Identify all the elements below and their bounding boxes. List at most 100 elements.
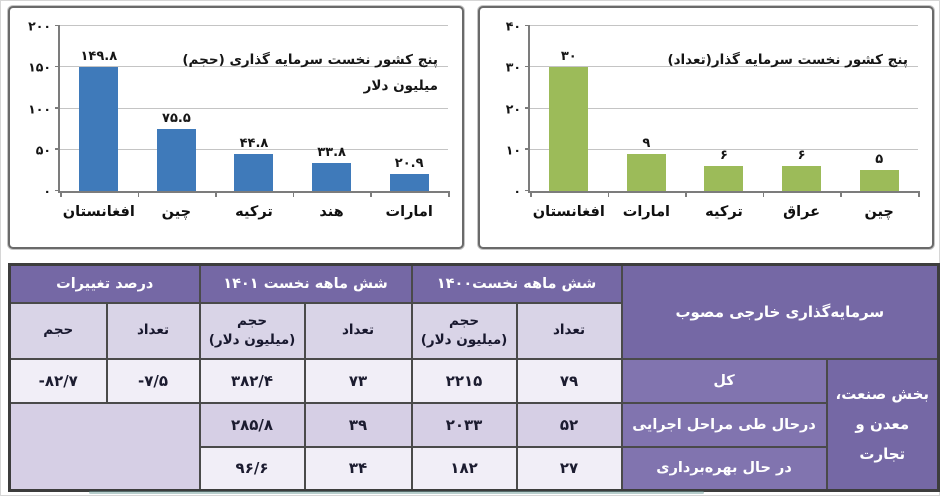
x-category-label: هند: [319, 204, 344, 220]
bar-value-label: ۷۵.۵: [162, 110, 191, 126]
y-tick-label: ۳۰: [505, 59, 521, 75]
x-category-label: عراق: [783, 204, 820, 220]
y-tick-label: ۱۵۰: [28, 59, 51, 75]
table-row-total: بخش صنعت، معدن و تجارت کل ۷۹ ۲۲۱۵ ۷۳ ۳۸۲…: [8, 357, 940, 492]
bar-group-4: ۵ چین: [840, 26, 918, 220]
sector-label-cell: بخش صنعت، معدن و تجارت: [825, 357, 940, 492]
cell-progress-volume-1401: ۲۸۵/۸: [198, 401, 306, 448]
x-tick-mark: [370, 191, 372, 197]
bar-4: [859, 170, 899, 191]
bar-3: [312, 163, 352, 191]
chart-title-line: پنج کشور نخست سرمایه گذاری (حجم): [182, 52, 438, 68]
y-tick-mark: [525, 65, 530, 68]
y-tick-mark: [55, 107, 60, 109]
cell-progress-count-1400: ۵۲: [515, 401, 623, 448]
gridline: [530, 107, 918, 109]
subheader-volume-unit: (میلیون دلار): [420, 331, 508, 348]
gridline: [60, 107, 448, 109]
x-category-label: افغانستان: [62, 204, 135, 220]
x-tick-mark: [530, 191, 532, 197]
count-chart-panel: ۴۰ ۳۰ ۲۰ ۱۰ ۰ ۳۰ افغانستان ۹ امارات ۶ ترکیه ۶ عراق ۵ چ…: [478, 6, 934, 249]
x-tick-mark: [918, 191, 920, 197]
x-category-label: چین: [864, 204, 894, 220]
subheader-count-1401: تعداد: [303, 301, 413, 360]
bar-0: [549, 67, 589, 191]
y-tick-label: ۲۰۰: [28, 18, 51, 34]
gridline: [530, 25, 918, 26]
chart-title-line: پنج کشور نخست سرمایه گذار(تعداد): [667, 52, 908, 68]
x-tick-mark: [448, 191, 450, 197]
gridline: [60, 148, 448, 150]
subheader-volume-1401: حجم (میلیون دلار): [198, 301, 306, 360]
bar-value-label: ۴۴.۸: [239, 136, 269, 152]
bar-group-4: ۲۰.۹ امارات: [370, 26, 448, 220]
investment-table: سرمایه‌گذاری خارجی مصوب شش ماهه نخست۱۴۰۰…: [8, 263, 940, 492]
bar-2: [704, 166, 744, 191]
plot-area: ۴۰ ۳۰ ۲۰ ۱۰ ۰ ۳۰ افغانستان ۹ امارات ۶ ترکیه ۶ عراق ۵ چ…: [506, 19, 920, 220]
bar-group-1: ۹ امارات: [608, 26, 686, 220]
y-tick-label: ۱۰۰: [28, 101, 51, 116]
bar-4: [389, 173, 429, 191]
bar-value-label: ۲۰.۹: [394, 155, 424, 171]
y-tick-mark: [55, 189, 60, 191]
cell-operational-count-1400: ۲۷: [515, 445, 623, 492]
bar-value-label: ۳۰: [560, 49, 577, 65]
x-tick-mark: [762, 191, 765, 197]
bar-2: [234, 154, 274, 191]
table-row-operational: در حال بهره‌برداری ۲۷ ۱۸۲ ۳۴ ۹۶/۶: [10, 445, 939, 492]
subheader-volume-1400: حجم (میلیون دلار): [410, 301, 518, 360]
x-tick-mark: [137, 191, 140, 197]
x-tick-mark: [292, 191, 295, 197]
gridline: [60, 25, 448, 26]
subheader-volume-word: حجم: [449, 312, 480, 329]
bar-3: [782, 166, 822, 191]
y-tick-label: ۴۰: [505, 18, 521, 34]
header-first-half-1400: شش ماهه نخست۱۴۰۰: [410, 263, 623, 304]
x-category-label: ترکیه: [705, 204, 743, 220]
chart-title: پنج کشور نخست سرمایه گذاری (حجم) میلیون د…: [182, 48, 438, 99]
bar-value-label: ۳۳.۸: [317, 145, 346, 161]
header-approved-foreign-investment: سرمایه‌گذاری خارجی مصوب: [620, 263, 940, 360]
gridline: [60, 66, 448, 68]
bar-1: [626, 153, 666, 191]
y-tick-label: ۰: [43, 183, 51, 199]
bar-group-2: ۶ ترکیه: [685, 26, 763, 220]
cell-total-count-change: -۷/۵: [105, 357, 201, 404]
subheader-volume-change: حجم: [8, 301, 108, 360]
cell-total-volume-change: -۸۲/۷: [8, 357, 108, 404]
row-label-total: کل: [620, 357, 828, 404]
bar-value-label: ۶: [797, 148, 806, 164]
cell-operational-volume-1400: ۱۸۲: [410, 445, 518, 492]
bars-container: ۱۴۹.۸ افغانستان ۷۵.۵ چین ۴۴.۸ ترکیه ۳۳.۸ هند ۲۰.…: [60, 26, 448, 220]
gridline: [530, 66, 918, 68]
bar-value-label: ۱۴۹.۸: [80, 49, 118, 65]
bar-group-3: ۶ عراق: [763, 26, 841, 220]
chart-title-line: میلیون دلار: [363, 77, 438, 94]
x-category-label: ترکیه: [235, 204, 273, 220]
y-tick-mark: [525, 189, 530, 191]
bar-value-label: ۹: [642, 135, 651, 151]
chart-title: پنج کشور نخست سرمایه گذار(تعداد): [667, 48, 908, 74]
cell-total-count-1401: ۷۳: [303, 357, 413, 404]
y-tick-label: ۵۰: [35, 142, 51, 158]
header-first-half-1401: شش ماهه نخست ۱۴۰۱: [198, 263, 413, 304]
subheader-count-1400: تعداد: [515, 301, 623, 360]
plot-area: ۲۰۰ ۱۵۰ ۱۰۰ ۵۰ ۰ ۱۴۹.۸ افغانستان ۷۵.۵ چین ۴۴.۸ ترک…: [28, 19, 450, 220]
table-row-in-progress: درحال طی مراحل اجرایی ۵۲ ۲۰۳۳ ۳۹ ۲۸۵/۸: [8, 401, 939, 492]
cell-total-count-1400: ۷۹: [515, 357, 623, 404]
cell-operational-count-1401: ۳۴: [303, 445, 413, 492]
y-tick-mark: [55, 65, 60, 68]
bars-container: ۳۰ افغانستان ۹ امارات ۶ ترکیه ۶ عراق ۵ چین: [530, 26, 918, 220]
bar-group-1: ۷۵.۵ چین: [138, 26, 216, 220]
cell-progress-count-1401: ۳۹: [303, 401, 413, 448]
row-label-in-progress: درحال طی مراحل اجرایی: [620, 401, 828, 448]
x-tick-mark: [685, 191, 687, 197]
x-tick-mark: [840, 191, 842, 197]
y-tick-mark: [525, 148, 530, 150]
y-tick-label: ۰: [513, 183, 521, 199]
subheader-volume-word: حجم: [237, 312, 268, 329]
header-percent-changes: درصد تغییرات: [8, 263, 201, 304]
x-category-label: افغانستان: [532, 204, 605, 220]
bar-value-label: ۶: [720, 148, 728, 164]
